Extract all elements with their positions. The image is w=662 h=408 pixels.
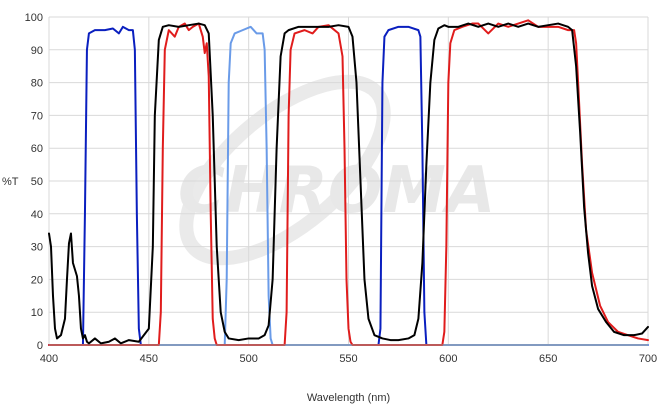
y-tick-label: 0 [37, 340, 43, 352]
y-tick-label: 50 [31, 176, 43, 188]
y-axis-title: %T [2, 176, 19, 188]
y-tick-label: 60 [31, 143, 43, 155]
x-tick-label: 400 [40, 353, 58, 365]
x-axis-title: Wavelength (nm) [307, 392, 390, 404]
x-tick-label: 600 [439, 353, 457, 365]
y-tick-label: 70 [31, 110, 43, 122]
x-tick-label: 650 [539, 353, 557, 365]
y-tick-label: 80 [31, 78, 43, 90]
series-line-4 [48, 22, 649, 345]
series-line-1 [48, 25, 649, 346]
x-axis-ticks: 400 450 500 550 600 650 700 [40, 353, 657, 365]
y-tick-label: 10 [31, 307, 43, 319]
series-lines [48, 19, 649, 346]
y-tick-label: 90 [31, 45, 43, 57]
y-tick-label: 30 [31, 242, 43, 254]
y-tick-label: 40 [31, 209, 43, 221]
x-tick-label: 700 [639, 353, 657, 365]
x-tick-label: 500 [239, 353, 257, 365]
chroma-watermark: CHROMA [178, 74, 495, 266]
watermark-text: CHROMA [178, 154, 495, 228]
x-tick-label: 450 [140, 353, 158, 365]
x-tick-label: 550 [339, 353, 357, 365]
y-axis-ticks: 0 10 20 30 40 50 60 70 80 90 100 [25, 12, 43, 352]
y-tick-label: 20 [31, 274, 43, 286]
y-tick-label: 100 [25, 12, 43, 24]
